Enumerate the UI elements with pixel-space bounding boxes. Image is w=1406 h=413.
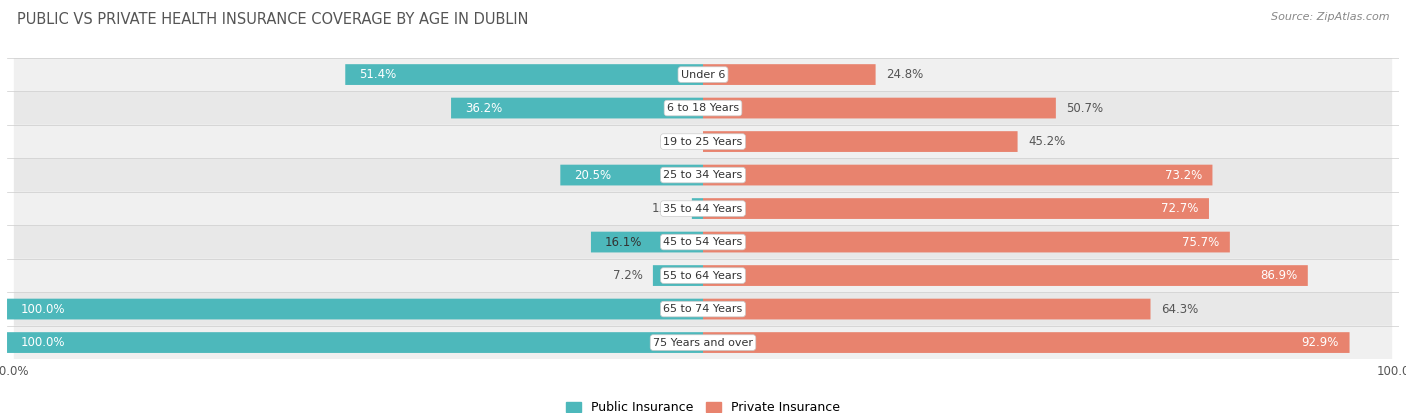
FancyBboxPatch shape bbox=[703, 265, 1308, 286]
Text: 7.2%: 7.2% bbox=[613, 269, 643, 282]
FancyBboxPatch shape bbox=[591, 232, 703, 252]
FancyBboxPatch shape bbox=[7, 299, 703, 319]
FancyBboxPatch shape bbox=[703, 332, 1350, 353]
Text: 55 to 64 Years: 55 to 64 Years bbox=[664, 271, 742, 280]
FancyBboxPatch shape bbox=[703, 98, 1056, 119]
Text: 0.0%: 0.0% bbox=[659, 135, 689, 148]
Text: 92.9%: 92.9% bbox=[1302, 336, 1339, 349]
FancyBboxPatch shape bbox=[346, 64, 703, 85]
Text: 64.3%: 64.3% bbox=[1161, 303, 1198, 316]
FancyBboxPatch shape bbox=[14, 292, 1392, 326]
FancyBboxPatch shape bbox=[652, 265, 703, 286]
FancyBboxPatch shape bbox=[14, 58, 1392, 91]
FancyBboxPatch shape bbox=[14, 225, 1392, 259]
FancyBboxPatch shape bbox=[703, 299, 1150, 319]
Text: 19 to 25 Years: 19 to 25 Years bbox=[664, 137, 742, 147]
FancyBboxPatch shape bbox=[561, 165, 703, 185]
Text: 50.7%: 50.7% bbox=[1066, 102, 1104, 114]
Text: 36.2%: 36.2% bbox=[465, 102, 502, 114]
Text: 75.7%: 75.7% bbox=[1182, 235, 1219, 249]
Text: 51.4%: 51.4% bbox=[359, 68, 396, 81]
Text: 16.1%: 16.1% bbox=[605, 235, 643, 249]
Text: 45 to 54 Years: 45 to 54 Years bbox=[664, 237, 742, 247]
Text: 73.2%: 73.2% bbox=[1164, 169, 1202, 182]
FancyBboxPatch shape bbox=[703, 165, 1212, 185]
FancyBboxPatch shape bbox=[14, 125, 1392, 158]
FancyBboxPatch shape bbox=[703, 64, 876, 85]
FancyBboxPatch shape bbox=[14, 326, 1392, 359]
FancyBboxPatch shape bbox=[14, 91, 1392, 125]
Text: 100.0%: 100.0% bbox=[21, 303, 66, 316]
FancyBboxPatch shape bbox=[703, 131, 1018, 152]
FancyBboxPatch shape bbox=[703, 232, 1230, 252]
Text: 75 Years and over: 75 Years and over bbox=[652, 337, 754, 348]
Text: Under 6: Under 6 bbox=[681, 69, 725, 80]
Text: PUBLIC VS PRIVATE HEALTH INSURANCE COVERAGE BY AGE IN DUBLIN: PUBLIC VS PRIVATE HEALTH INSURANCE COVER… bbox=[17, 12, 529, 27]
Text: Source: ZipAtlas.com: Source: ZipAtlas.com bbox=[1271, 12, 1389, 22]
Text: 86.9%: 86.9% bbox=[1260, 269, 1298, 282]
Text: 20.5%: 20.5% bbox=[574, 169, 612, 182]
Text: 65 to 74 Years: 65 to 74 Years bbox=[664, 304, 742, 314]
Text: 1.6%: 1.6% bbox=[651, 202, 682, 215]
FancyBboxPatch shape bbox=[451, 98, 703, 119]
FancyBboxPatch shape bbox=[14, 192, 1392, 225]
Text: 6 to 18 Years: 6 to 18 Years bbox=[666, 103, 740, 113]
Legend: Public Insurance, Private Insurance: Public Insurance, Private Insurance bbox=[561, 396, 845, 413]
FancyBboxPatch shape bbox=[14, 259, 1392, 292]
Text: 25 to 34 Years: 25 to 34 Years bbox=[664, 170, 742, 180]
Text: 72.7%: 72.7% bbox=[1161, 202, 1198, 215]
Text: 35 to 44 Years: 35 to 44 Years bbox=[664, 204, 742, 214]
FancyBboxPatch shape bbox=[703, 198, 1209, 219]
Text: 45.2%: 45.2% bbox=[1028, 135, 1066, 148]
FancyBboxPatch shape bbox=[692, 198, 703, 219]
Text: 100.0%: 100.0% bbox=[21, 336, 66, 349]
FancyBboxPatch shape bbox=[14, 158, 1392, 192]
Text: 24.8%: 24.8% bbox=[886, 68, 924, 81]
FancyBboxPatch shape bbox=[7, 332, 703, 353]
